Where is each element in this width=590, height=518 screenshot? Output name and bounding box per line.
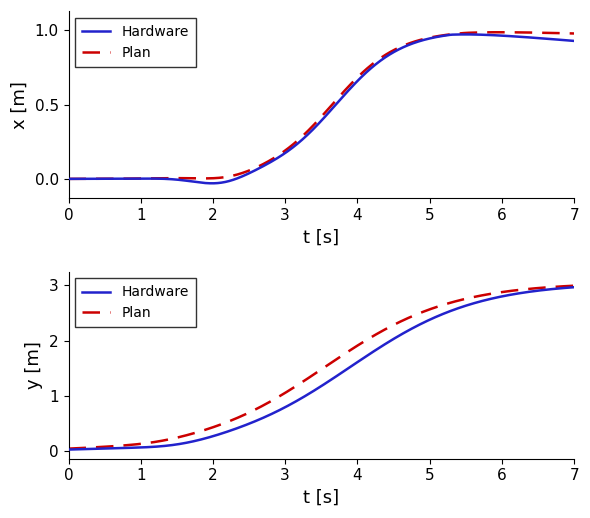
Plan	[496, 29, 503, 35]
Plan	[556, 283, 563, 290]
Hardware	[556, 37, 563, 43]
Line: Plan: Plan	[68, 286, 574, 449]
Plan	[463, 295, 470, 301]
Hardware	[311, 125, 318, 131]
Plan	[463, 30, 470, 36]
Plan	[65, 445, 72, 452]
Legend: Hardware, Plan: Hardware, Plan	[76, 279, 196, 327]
Plan	[297, 380, 304, 386]
Plan	[297, 135, 304, 141]
Hardware	[91, 445, 98, 452]
Y-axis label: x [m]: x [m]	[11, 81, 29, 128]
Hardware	[91, 176, 98, 182]
Plan	[311, 371, 318, 377]
Plan	[556, 30, 563, 36]
Plan	[556, 283, 563, 290]
Hardware	[297, 137, 304, 143]
X-axis label: t [s]: t [s]	[303, 228, 339, 247]
Hardware	[297, 395, 304, 401]
Plan	[571, 31, 578, 37]
Hardware	[463, 303, 470, 309]
Plan	[91, 176, 98, 182]
Y-axis label: y [m]: y [m]	[25, 341, 44, 389]
Hardware	[571, 38, 578, 44]
Plan	[91, 444, 98, 451]
Hardware	[556, 285, 563, 292]
Hardware	[556, 37, 563, 43]
Hardware	[65, 176, 72, 182]
Plan	[65, 176, 72, 182]
Hardware	[556, 285, 563, 292]
Hardware	[65, 447, 72, 453]
Hardware	[461, 31, 468, 37]
Hardware	[208, 180, 215, 186]
Plan	[571, 283, 578, 289]
Line: Plan: Plan	[68, 32, 574, 179]
Line: Hardware: Hardware	[68, 34, 574, 183]
Hardware	[311, 387, 318, 394]
Plan	[311, 121, 318, 127]
Plan	[556, 30, 563, 36]
X-axis label: t [s]: t [s]	[303, 489, 339, 507]
Legend: Hardware, Plan: Hardware, Plan	[76, 18, 196, 67]
Hardware	[571, 284, 578, 290]
Line: Hardware: Hardware	[68, 287, 574, 450]
Hardware	[464, 31, 471, 37]
